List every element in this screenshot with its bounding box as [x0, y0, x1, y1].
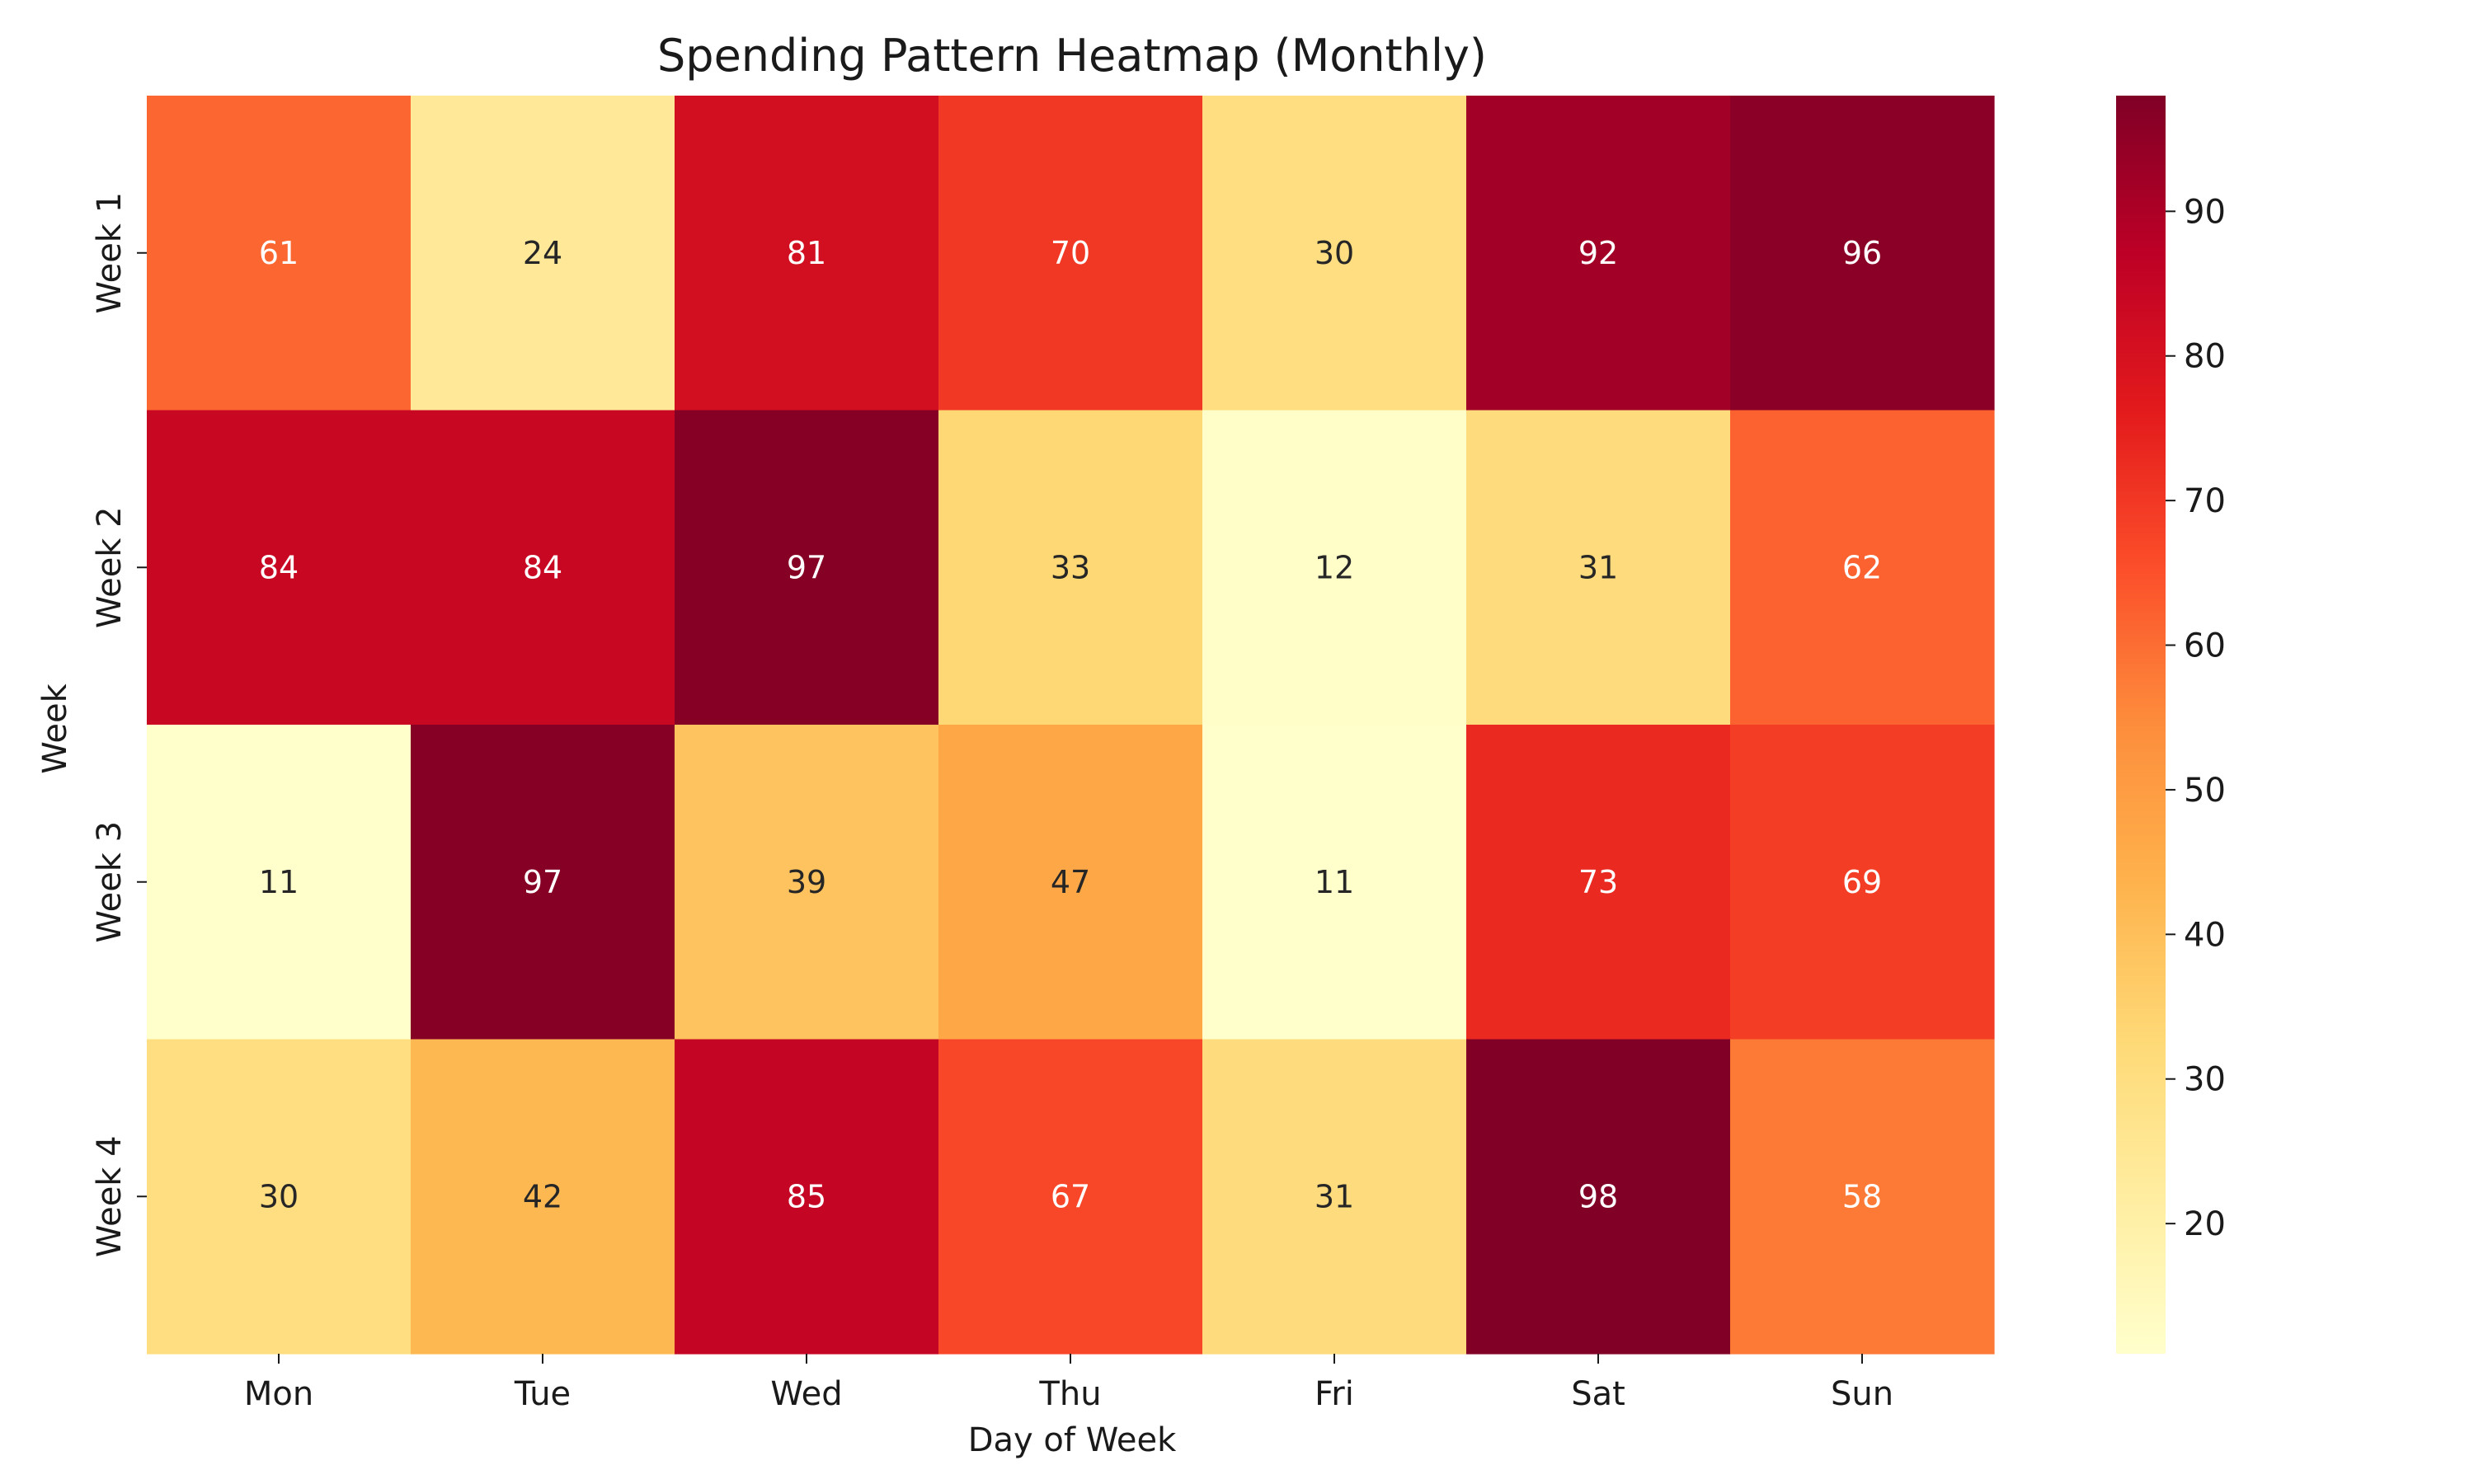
heatmap-cell — [1730, 96, 1995, 411]
cell-value-label: 31 — [1315, 1178, 1354, 1214]
chart-title: Spending Pattern Heatmap (Monthly) — [657, 30, 1487, 82]
heatmap-cell — [411, 410, 675, 726]
cell-value-label: 39 — [787, 864, 826, 900]
x-axis-title: Day of Week — [968, 1421, 1177, 1459]
colorbar-tick-label: 20 — [2184, 1205, 2226, 1243]
colorbar-tick-label: 50 — [2184, 772, 2226, 810]
heatmap-cell — [147, 1039, 412, 1355]
cell-value-label: 96 — [1842, 235, 1882, 271]
x-tick-label: Thu — [1038, 1375, 1101, 1413]
y-axis-title: Week — [36, 683, 74, 773]
heatmap-cell — [938, 725, 1203, 1040]
cell-value-label: 85 — [787, 1178, 826, 1214]
y-tick-label: Week 1 — [91, 192, 129, 314]
cell-value-label: 42 — [523, 1178, 562, 1214]
x-tick-label: Tue — [514, 1375, 571, 1413]
cell-value-label: 84 — [259, 549, 299, 585]
x-tick-label: Mon — [244, 1375, 313, 1413]
heatmap-cell — [675, 725, 939, 1040]
heatmap-cell — [1466, 1039, 1731, 1355]
cell-value-label: 61 — [259, 235, 299, 271]
heatmap-cell — [1202, 1039, 1467, 1355]
heatmap-cell — [938, 96, 1203, 411]
heatmap-cell — [147, 96, 412, 411]
heatmap-cell — [1202, 410, 1467, 726]
cell-value-label: 73 — [1578, 864, 1618, 900]
heatmap-cell — [1730, 1039, 1995, 1355]
heatmap-cell — [675, 96, 939, 411]
x-tick-label: Sat — [1571, 1375, 1625, 1413]
colorbar-tick-label: 70 — [2184, 482, 2226, 520]
heatmap-cell — [675, 410, 939, 726]
x-tick-label: Wed — [770, 1375, 842, 1413]
colorbar-tick-label: 60 — [2184, 627, 2226, 665]
colorbar-ticks: 20 30 40 50 60 70 80 90 — [2166, 193, 2226, 1243]
cell-value-label: 58 — [1842, 1178, 1882, 1214]
heatmap-cell — [1730, 410, 1995, 726]
cell-value-label: 12 — [1315, 549, 1354, 585]
colorbar — [2116, 96, 2166, 1354]
heatmap-cell — [1730, 725, 1995, 1040]
cell-value-label: 67 — [1051, 1178, 1090, 1214]
y-tick-label: Week 2 — [91, 506, 129, 628]
colorbar-tick-label: 30 — [2184, 1061, 2226, 1099]
cell-value-label: 31 — [1578, 549, 1618, 585]
colorbar-tick-label: 40 — [2184, 916, 2226, 954]
cell-value-label: 24 — [523, 235, 562, 271]
cell-value-label: 97 — [523, 864, 562, 900]
cell-value-label: 33 — [1051, 549, 1090, 585]
heatmap-cell — [1466, 96, 1731, 411]
x-tick-label: Fri — [1315, 1375, 1354, 1413]
x-tick-label: Sun — [1831, 1375, 1893, 1413]
cell-value-label: 98 — [1578, 1178, 1618, 1214]
colorbar-tick-label: 80 — [2184, 338, 2226, 376]
heatmap-cell — [411, 1039, 675, 1355]
cell-value-label: 30 — [1315, 235, 1354, 271]
colorbar-tick-label: 90 — [2184, 193, 2226, 231]
heatmap-cell — [411, 725, 675, 1040]
cell-value-label: 69 — [1842, 864, 1882, 900]
x-axis-ticks: Mon Tue Wed Thu Fri Sat Sun — [244, 1354, 1893, 1413]
cell-value-label: 97 — [787, 549, 826, 585]
cell-value-label: 84 — [523, 549, 562, 585]
y-tick-label: Week 3 — [91, 821, 129, 943]
heatmap-cell — [147, 410, 412, 726]
heatmap-cell — [1466, 725, 1731, 1040]
cell-value-label: 11 — [1315, 864, 1354, 900]
heatmap-cell — [147, 725, 412, 1040]
cell-value-label: 30 — [259, 1178, 299, 1214]
heatmap-cell — [938, 1039, 1203, 1355]
cell-value-label: 11 — [259, 864, 299, 900]
heatmap-cells: 61 24 81 70 30 92 96 84 84 97 33 12 31 62 11 97 39 47 11 73… — [147, 96, 1995, 1355]
y-axis-ticks: Week 1 Week 2 Week 3 Week 4 — [91, 192, 147, 1257]
cell-value-label: 47 — [1051, 864, 1090, 900]
heatmap-cell — [1202, 96, 1467, 411]
cell-value-label: 81 — [787, 235, 826, 271]
cell-value-label: 92 — [1578, 235, 1618, 271]
y-tick-label: Week 4 — [91, 1135, 129, 1257]
heatmap-cell — [411, 96, 675, 411]
heatmap-cell — [1466, 410, 1731, 726]
heatmap-cell — [938, 410, 1203, 726]
cell-value-label: 70 — [1051, 235, 1090, 271]
heatmap-cell — [1202, 725, 1467, 1040]
heatmap-cell — [675, 1039, 939, 1355]
cell-value-label: 62 — [1842, 549, 1882, 585]
